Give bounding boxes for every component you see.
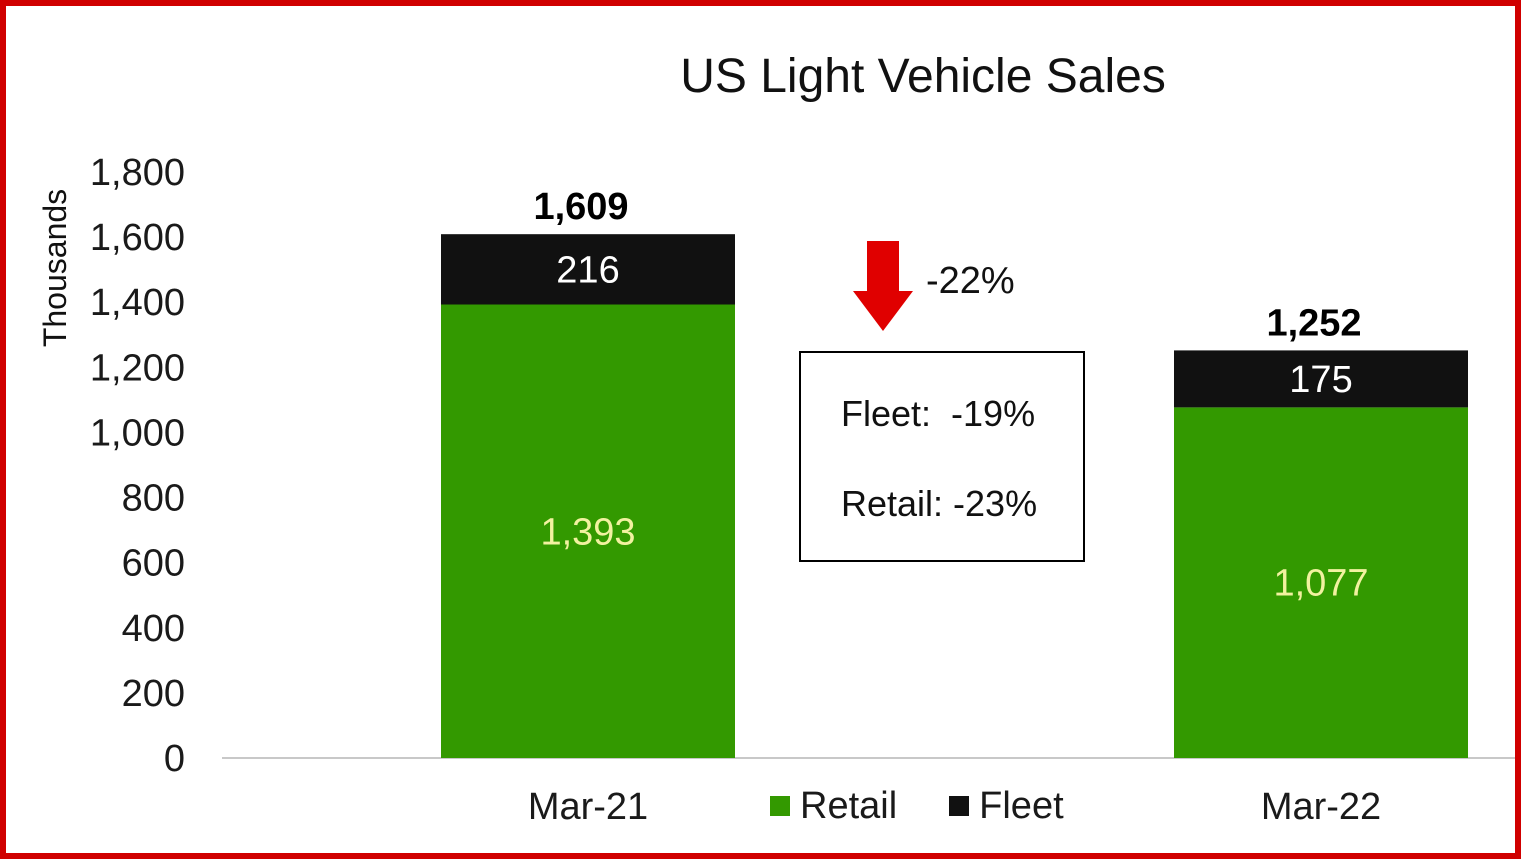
y-tick-label: 1,000 xyxy=(90,412,185,454)
legend-label-retail: Retail xyxy=(800,784,898,827)
y-tick-label: 1,600 xyxy=(90,217,185,259)
bar-fleet-1 xyxy=(1174,350,1468,408)
legend-swatch-retail xyxy=(770,796,790,816)
y-tick-label: 0 xyxy=(164,738,185,780)
y-tick-label: 600 xyxy=(122,543,185,585)
x-axis: Mar-21 Mar-22 xyxy=(528,786,1381,828)
data-label-fleet: 216 xyxy=(556,249,619,291)
legend-item-retail: Retail xyxy=(770,785,897,828)
y-tick-label: 200 xyxy=(122,673,185,715)
y-tick-label: 1,800 xyxy=(90,152,185,194)
change-percent-label: -22% xyxy=(926,260,1015,302)
bar-retail-0 xyxy=(441,304,735,758)
y-tick-label: 800 xyxy=(122,478,185,520)
y-axis: 0 200 400 600 800 1,000 1,200 1,400 1,600 1,800 xyxy=(90,152,185,780)
bar-fleet-0 xyxy=(441,234,735,305)
x-tick-label: Mar-22 xyxy=(1261,786,1381,828)
chart-title: US Light Vehicle Sales xyxy=(680,50,1166,103)
data-label-retail: 1,393 xyxy=(540,511,635,553)
y-tick-label: 400 xyxy=(122,608,185,650)
legend-swatch-fleet xyxy=(949,796,970,816)
total-label: 1,609 xyxy=(533,186,628,228)
y-tick-label: 1,400 xyxy=(90,282,185,324)
legend-item-fleet: Fleet xyxy=(949,784,1064,828)
legend-label-fleet: Fleet xyxy=(979,784,1064,827)
y-tick-label: 1,200 xyxy=(90,347,185,389)
info-box: Fleet: -19% Retail: -23% xyxy=(799,351,1085,562)
data-label-retail: 1,077 xyxy=(1273,563,1368,605)
y-axis-label: Thousands xyxy=(37,189,73,347)
x-tick-label: Mar-21 xyxy=(528,786,648,828)
legend: Retail Fleet xyxy=(770,784,1116,828)
bars-group: 1,393 216 1,609 1,077 175 1,252 xyxy=(441,186,1468,758)
total-label: 1,252 xyxy=(1266,302,1361,344)
retail-change-text: Retail: -23% xyxy=(841,483,1038,524)
data-label-fleet: 175 xyxy=(1289,359,1352,401)
down-arrow-icon xyxy=(853,241,913,331)
fleet-change-text: Fleet: -19% xyxy=(841,393,1036,434)
bar-retail-1 xyxy=(1174,407,1468,758)
